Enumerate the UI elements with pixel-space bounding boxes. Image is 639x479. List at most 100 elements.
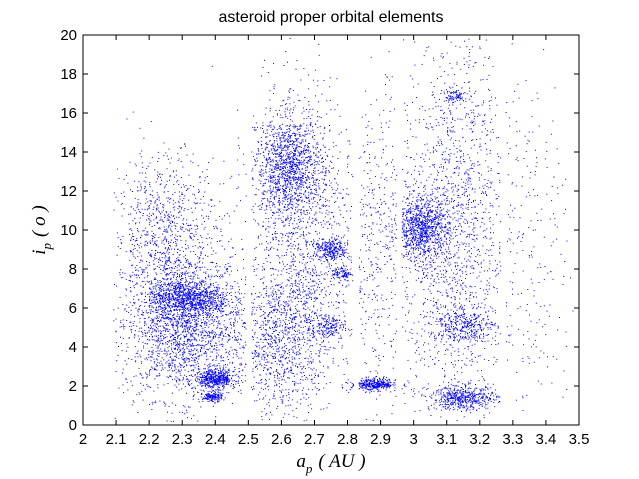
data-point: [202, 248, 203, 250]
data-point: [163, 154, 165, 156]
data-point: [209, 347, 211, 349]
data-point: [176, 377, 178, 379]
data-point: [164, 350, 166, 351]
data-point: [265, 166, 267, 168]
data-point: [162, 220, 164, 222]
data-point: [220, 315, 222, 317]
data-point: [119, 326, 121, 328]
data-point: [276, 189, 278, 191]
data-point: [159, 400, 161, 402]
data-point: [177, 208, 179, 210]
data-point: [177, 295, 179, 297]
data-point: [312, 129, 314, 131]
data-point: [139, 153, 141, 155]
data-point: [217, 397, 219, 399]
data-point: [161, 367, 163, 369]
data-point: [223, 385, 225, 387]
data-point: [169, 313, 171, 315]
data-point: [157, 161, 159, 162]
data-point: [194, 345, 196, 347]
data-point: [203, 280, 205, 282]
data-point: [180, 186, 182, 188]
data-point: [182, 313, 184, 315]
data-point: [270, 169, 272, 171]
data-point: [136, 274, 138, 276]
data-point: [230, 346, 232, 348]
data-point: [122, 235, 124, 237]
data-point: [183, 340, 185, 342]
data-point: [199, 374, 201, 375]
data-point: [280, 166, 282, 167]
data-point: [165, 294, 167, 296]
data-point: [223, 335, 225, 337]
data-point: [219, 377, 221, 378]
data-point: [266, 208, 268, 210]
data-point: [170, 235, 172, 237]
data-point: [171, 300, 173, 302]
data-point: [159, 264, 161, 266]
data-point: [301, 125, 303, 127]
data-point: [187, 330, 189, 332]
data-point: [211, 330, 213, 331]
data-point: [177, 160, 179, 162]
data-point: [305, 152, 307, 153]
data-point: [157, 365, 158, 367]
data-point: [215, 383, 217, 385]
data-point: [202, 195, 204, 197]
data-point: [278, 167, 280, 169]
data-point: [178, 276, 180, 278]
data-point: [268, 157, 270, 158]
data-point: [119, 248, 121, 249]
data-point: [174, 285, 176, 287]
data-point: [216, 382, 218, 384]
data-point: [285, 195, 287, 197]
data-point: [159, 227, 161, 229]
data-point: [175, 330, 177, 332]
data-point: [193, 326, 195, 328]
data-point: [199, 284, 201, 286]
data-point: [226, 371, 228, 372]
data-point: [175, 355, 177, 357]
data-point: [190, 303, 192, 304]
data-point: [152, 213, 154, 215]
data-point: [215, 396, 217, 398]
data-point: [144, 244, 146, 245]
data-point: [160, 314, 162, 315]
data-point: [196, 358, 197, 360]
data-point: [159, 374, 161, 376]
data-point: [167, 298, 169, 300]
data-point: [134, 257, 136, 259]
data-point: [172, 285, 174, 286]
data-point: [150, 215, 152, 216]
data-point: [150, 255, 152, 257]
data-point: [187, 209, 189, 210]
data-point: [168, 216, 170, 218]
data-point: [137, 204, 139, 206]
data-point: [182, 325, 184, 327]
data-point: [301, 150, 303, 152]
data-point: [198, 315, 200, 317]
data-point: [214, 382, 216, 384]
data-point: [194, 319, 195, 321]
data-point: [201, 209, 203, 211]
data-point: [163, 284, 165, 286]
data-point: [163, 309, 165, 311]
data-point: [143, 277, 145, 279]
data-point: [175, 354, 177, 356]
data-point: [149, 292, 151, 294]
data-point: [188, 299, 190, 301]
data-point: [225, 381, 227, 383]
data-point: [198, 294, 200, 296]
data-point: [259, 363, 261, 365]
data-point: [186, 378, 188, 380]
data-point: [180, 284, 182, 286]
data-point: [136, 250, 138, 252]
data-point: [157, 174, 159, 176]
data-point: [146, 357, 147, 359]
data-point: [273, 154, 274, 155]
data-point: [174, 303, 176, 305]
data-point: [234, 317, 236, 319]
data-point: [177, 330, 179, 332]
data-point: [214, 286, 216, 288]
data-point: [206, 322, 208, 323]
